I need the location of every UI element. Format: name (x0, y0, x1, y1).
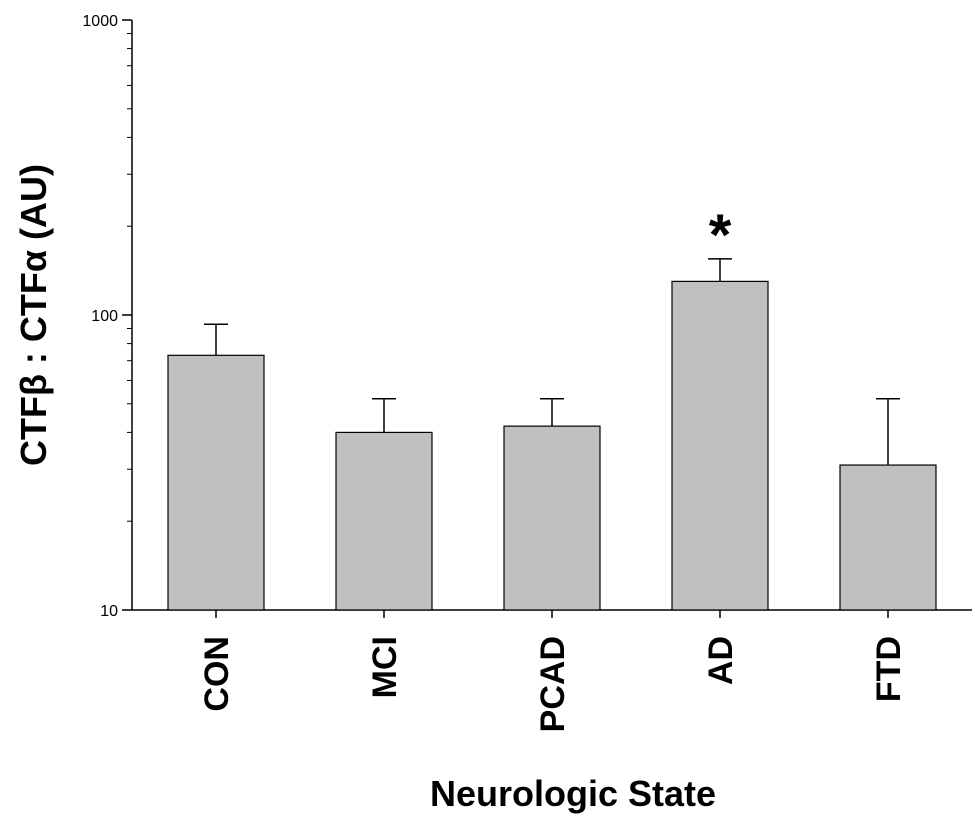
x-tick-label-pcad: PCAD (534, 636, 572, 732)
bars (167, 280, 937, 611)
y-tick-label: 1000 (82, 13, 118, 30)
bar-mci (335, 431, 433, 611)
bar-ftd (839, 464, 937, 611)
y-tick-label: 100 (91, 308, 118, 325)
bar-con (167, 354, 265, 611)
x-tick-label-ad: AD (702, 636, 740, 685)
annotations: * (709, 203, 732, 268)
y-tick-label: 10 (100, 603, 118, 620)
y-axis-title: CTFβ : CTFα (AU) (13, 164, 54, 466)
x-ticks: CON MCI PCAD AD FTD (198, 610, 908, 732)
y-ticks: 10 100 1000 (82, 13, 132, 620)
significance-marker: * (709, 203, 732, 268)
x-tick-label-mci: MCI (366, 636, 404, 698)
x-axis-title: Neurologic State (430, 773, 716, 814)
error-bars (204, 258, 900, 466)
bar-ad (671, 280, 769, 611)
x-tick-label-con: CON (198, 636, 236, 712)
bar-pcad (503, 425, 601, 611)
x-tick-label-ftd: FTD (870, 636, 908, 702)
